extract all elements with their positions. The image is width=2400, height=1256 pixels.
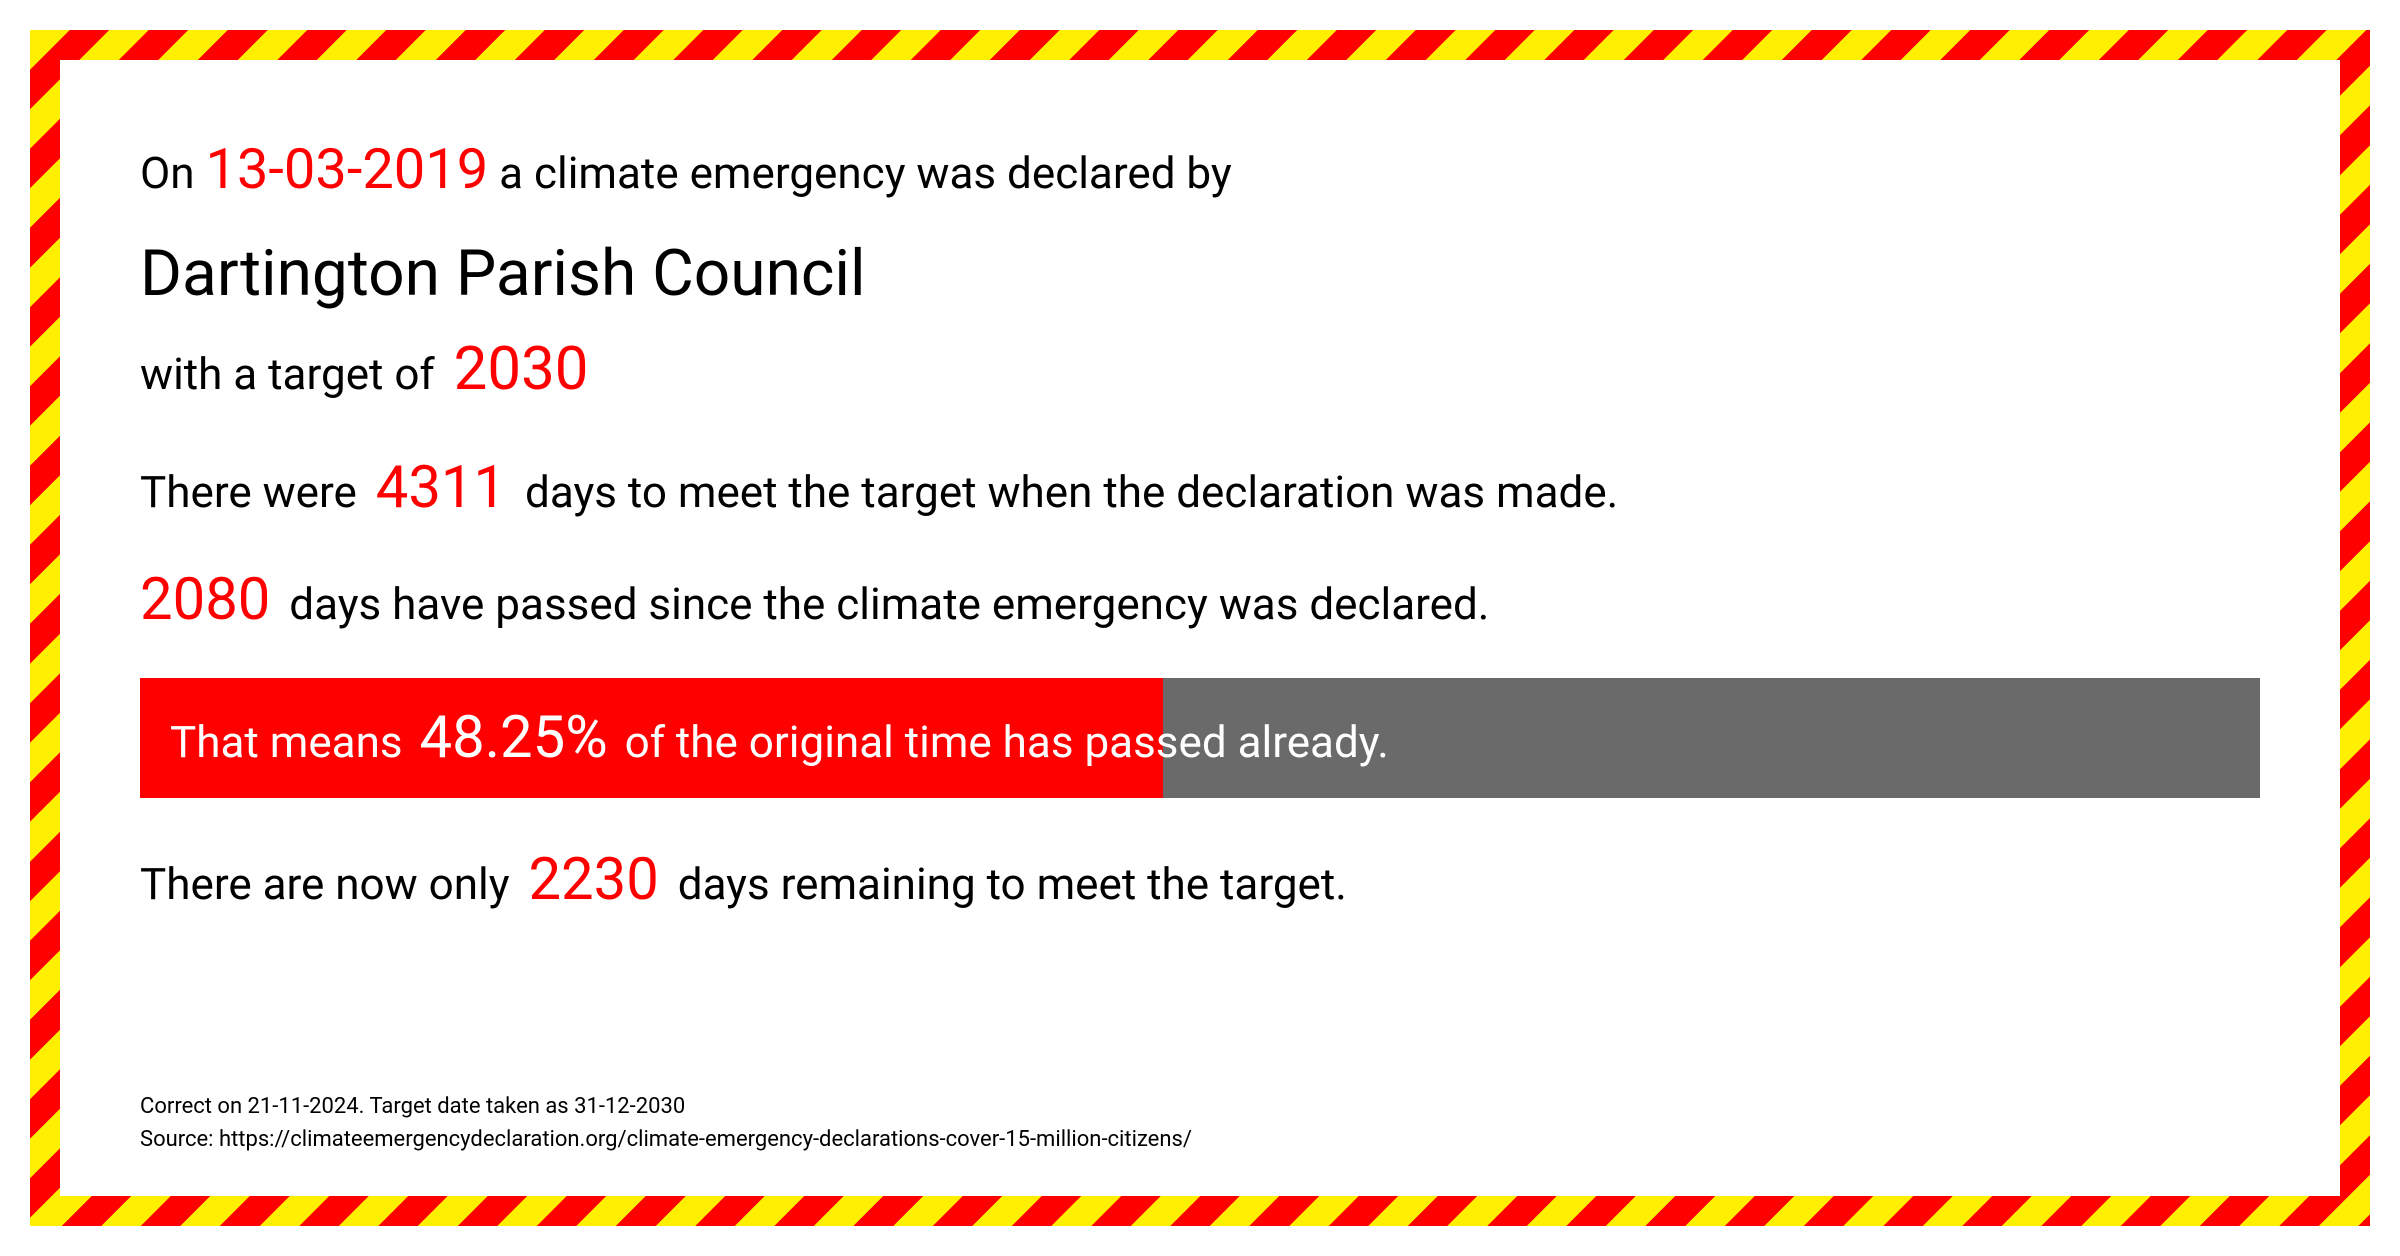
days-remaining-prefix: There are now only <box>140 858 520 910</box>
intro-prefix: On <box>140 147 205 199</box>
footer-line-1: Correct on 21-11-2024. Target date taken… <box>140 1090 2260 1123</box>
declaration-date: 13-03-2019 <box>205 136 488 202</box>
target-year: 2030 <box>454 333 589 404</box>
days-remaining-suffix: days remaining to meet the target. <box>667 858 1347 910</box>
progress-suffix: of the original time has passed already. <box>614 716 1389 768</box>
council-name: Dartington Parish Council <box>140 236 2260 311</box>
progress-percent: 48.25% <box>414 704 614 772</box>
progress-bar: That means 48.25% of the original time h… <box>140 678 2260 798</box>
content-panel: On 13-03-2019 a climate emergency was de… <box>60 60 2340 1196</box>
hazard-border: On 13-03-2019 a climate emergency was de… <box>30 30 2370 1226</box>
days-passed-line: 2080 days have passed since the climate … <box>140 566 2260 634</box>
progress-bar-text: That means 48.25% of the original time h… <box>140 704 1389 772</box>
target-line: with a target of 2030 <box>140 333 2260 404</box>
days-passed-suffix: days have passed since the climate emerg… <box>278 578 1489 630</box>
footer-line-2: Source: https://climateemergencydeclarat… <box>140 1123 2260 1156</box>
intro-line: On 13-03-2019 a climate emergency was de… <box>140 130 2260 208</box>
days-total-line: There were 4311 days to meet the target … <box>140 454 2260 522</box>
days-total-suffix: days to meet the target when the declara… <box>514 466 1618 518</box>
intro-suffix: a climate emergency was declared by <box>488 147 1232 199</box>
days-passed-value: 2080 <box>140 566 278 634</box>
progress-prefix: That means <box>170 716 414 768</box>
days-total-value: 4311 <box>368 454 514 522</box>
days-remaining-line: There are now only 2230 days remaining t… <box>140 846 2260 914</box>
days-total-prefix: There were <box>140 466 368 518</box>
footer: Correct on 21-11-2024. Target date taken… <box>140 1090 2260 1156</box>
target-prefix: with a target of <box>140 348 446 400</box>
days-remaining-value: 2230 <box>520 846 666 914</box>
